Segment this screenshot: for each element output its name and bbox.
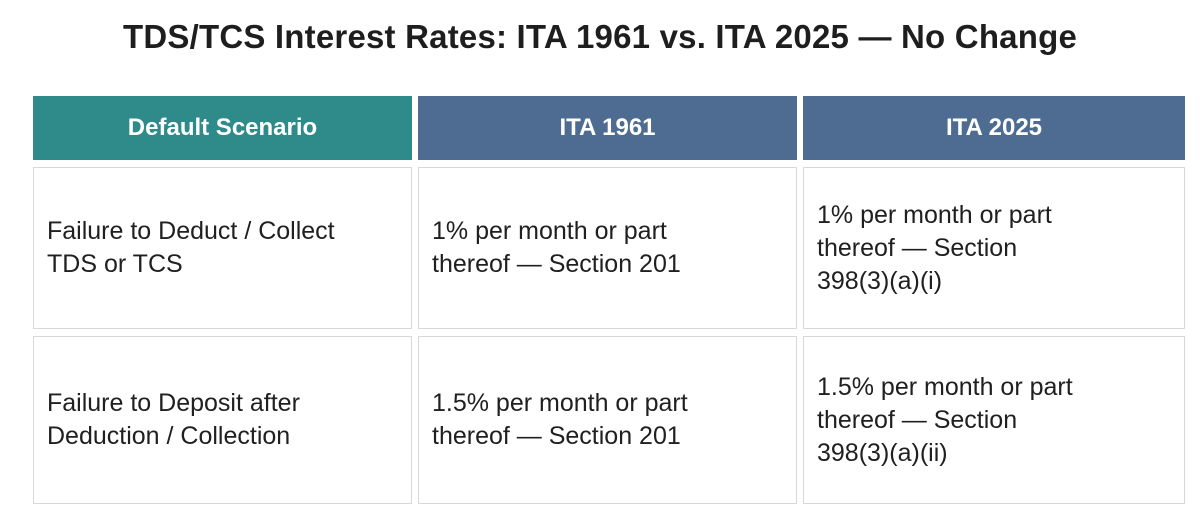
row2-ita-1961-line2: thereof — Section 201 xyxy=(432,422,681,450)
row2-scenario-line1: Failure to Deposit after xyxy=(47,389,300,417)
row2-scenario-cell: Failure to Deposit after Deduction / Col… xyxy=(33,336,412,504)
row1-ita-1961-line1: 1% per month or part xyxy=(432,217,667,245)
row2-ita-2025-cell: 1.5% per month or part thereof — Section… xyxy=(803,336,1185,504)
row1-ita-2025-cell: 1% per month or part thereof — Section 3… xyxy=(803,167,1185,329)
row1-scenario-line1: Failure to Deduct / Collect xyxy=(47,217,335,245)
row1-ita-2025-line2: thereof — Section xyxy=(817,233,1018,262)
row2-ita-1961-line1: 1.5% per month or part xyxy=(432,389,688,417)
row2-ita-2025-line2: thereof — Section xyxy=(817,405,1018,434)
row2-ita-1961-cell: 1.5% per month or part thereof — Section… xyxy=(418,336,797,504)
interest-rates-table: Default Scenario ITA 1961 ITA 2025 Failu… xyxy=(33,96,1185,504)
row1-ita-2025-line3: 398(3)(a)(i) xyxy=(817,266,943,295)
page-title: TDS/TCS Interest Rates: ITA 1961 vs. ITA… xyxy=(123,18,1077,55)
row2-scenario-line2: Deduction / Collection xyxy=(47,422,291,450)
row1-scenario-line2: TDS or TCS xyxy=(47,250,183,278)
row2-ita-2025-line1: 1.5% per month or part xyxy=(817,372,1073,401)
row1-ita-2025-line1: 1% per month or part xyxy=(817,200,1052,229)
row1-ita-1961-line2: thereof — Section 201 xyxy=(432,250,681,278)
row1-ita-1961-cell: 1% per month or part thereof — Section 2… xyxy=(418,167,797,329)
header-ita-2025: ITA 2025 xyxy=(803,96,1185,160)
row2-ita-2025-line3: 398(3)(a)(ii) xyxy=(817,438,948,467)
row1-scenario-cell: Failure to Deduct / Collect TDS or TCS xyxy=(33,167,412,329)
header-ita-1961: ITA 1961 xyxy=(418,96,797,160)
header-default-scenario: Default Scenario xyxy=(33,96,412,160)
